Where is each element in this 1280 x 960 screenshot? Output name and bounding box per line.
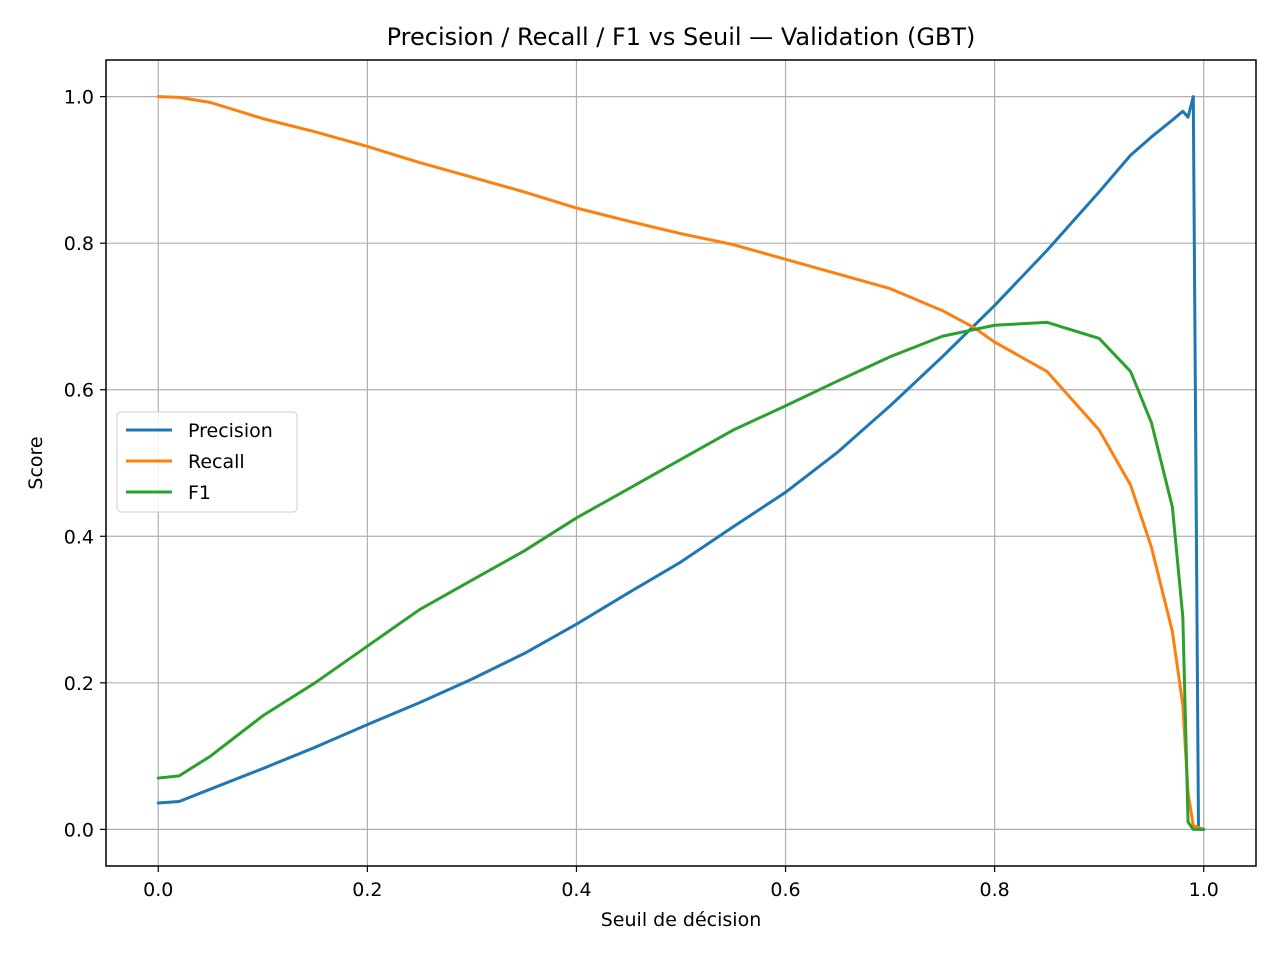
series-line-recall xyxy=(156,95,1206,831)
y-axis-label: Score xyxy=(25,436,47,489)
legend-box xyxy=(116,411,298,513)
x-tick-label: 0.8 xyxy=(980,879,1010,901)
y-tick-label: 0.4 xyxy=(64,526,94,548)
y-tick-label: 0.2 xyxy=(64,673,94,695)
x-axis-label: Seuil de décision xyxy=(601,909,762,931)
y-tick-label: 0.0 xyxy=(64,819,94,841)
y-tick-label: 1.0 xyxy=(64,87,94,109)
series-line-precision xyxy=(156,95,1206,831)
chart-title: Precision / Recall / F1 vs Seuil — Valid… xyxy=(387,23,976,51)
x-tick-label: 0.4 xyxy=(561,879,591,901)
legend-label-recall: Recall xyxy=(188,451,245,473)
series-line-f1 xyxy=(156,320,1206,831)
y-tick-label: 0.6 xyxy=(64,380,94,402)
ticks: 0.0 0.2 0.4 0.6 0.8 1.0 0.0 0.2 0.4 0.6 0.8 1.0 xyxy=(64,87,1219,901)
x-tick-label: 0.0 xyxy=(143,879,173,901)
y-tick-label: 0.8 xyxy=(64,233,94,255)
legend-label-precision: Precision xyxy=(188,420,273,442)
x-tick-label: 0.2 xyxy=(352,879,382,901)
x-tick-label: 1.0 xyxy=(1189,879,1219,901)
legend: Precision Recall F1 xyxy=(116,411,298,513)
x-tick-label: 0.6 xyxy=(770,879,800,901)
legend-label-f1: F1 xyxy=(188,482,211,504)
axes-frame xyxy=(105,59,1257,867)
series-lines xyxy=(156,95,1206,831)
